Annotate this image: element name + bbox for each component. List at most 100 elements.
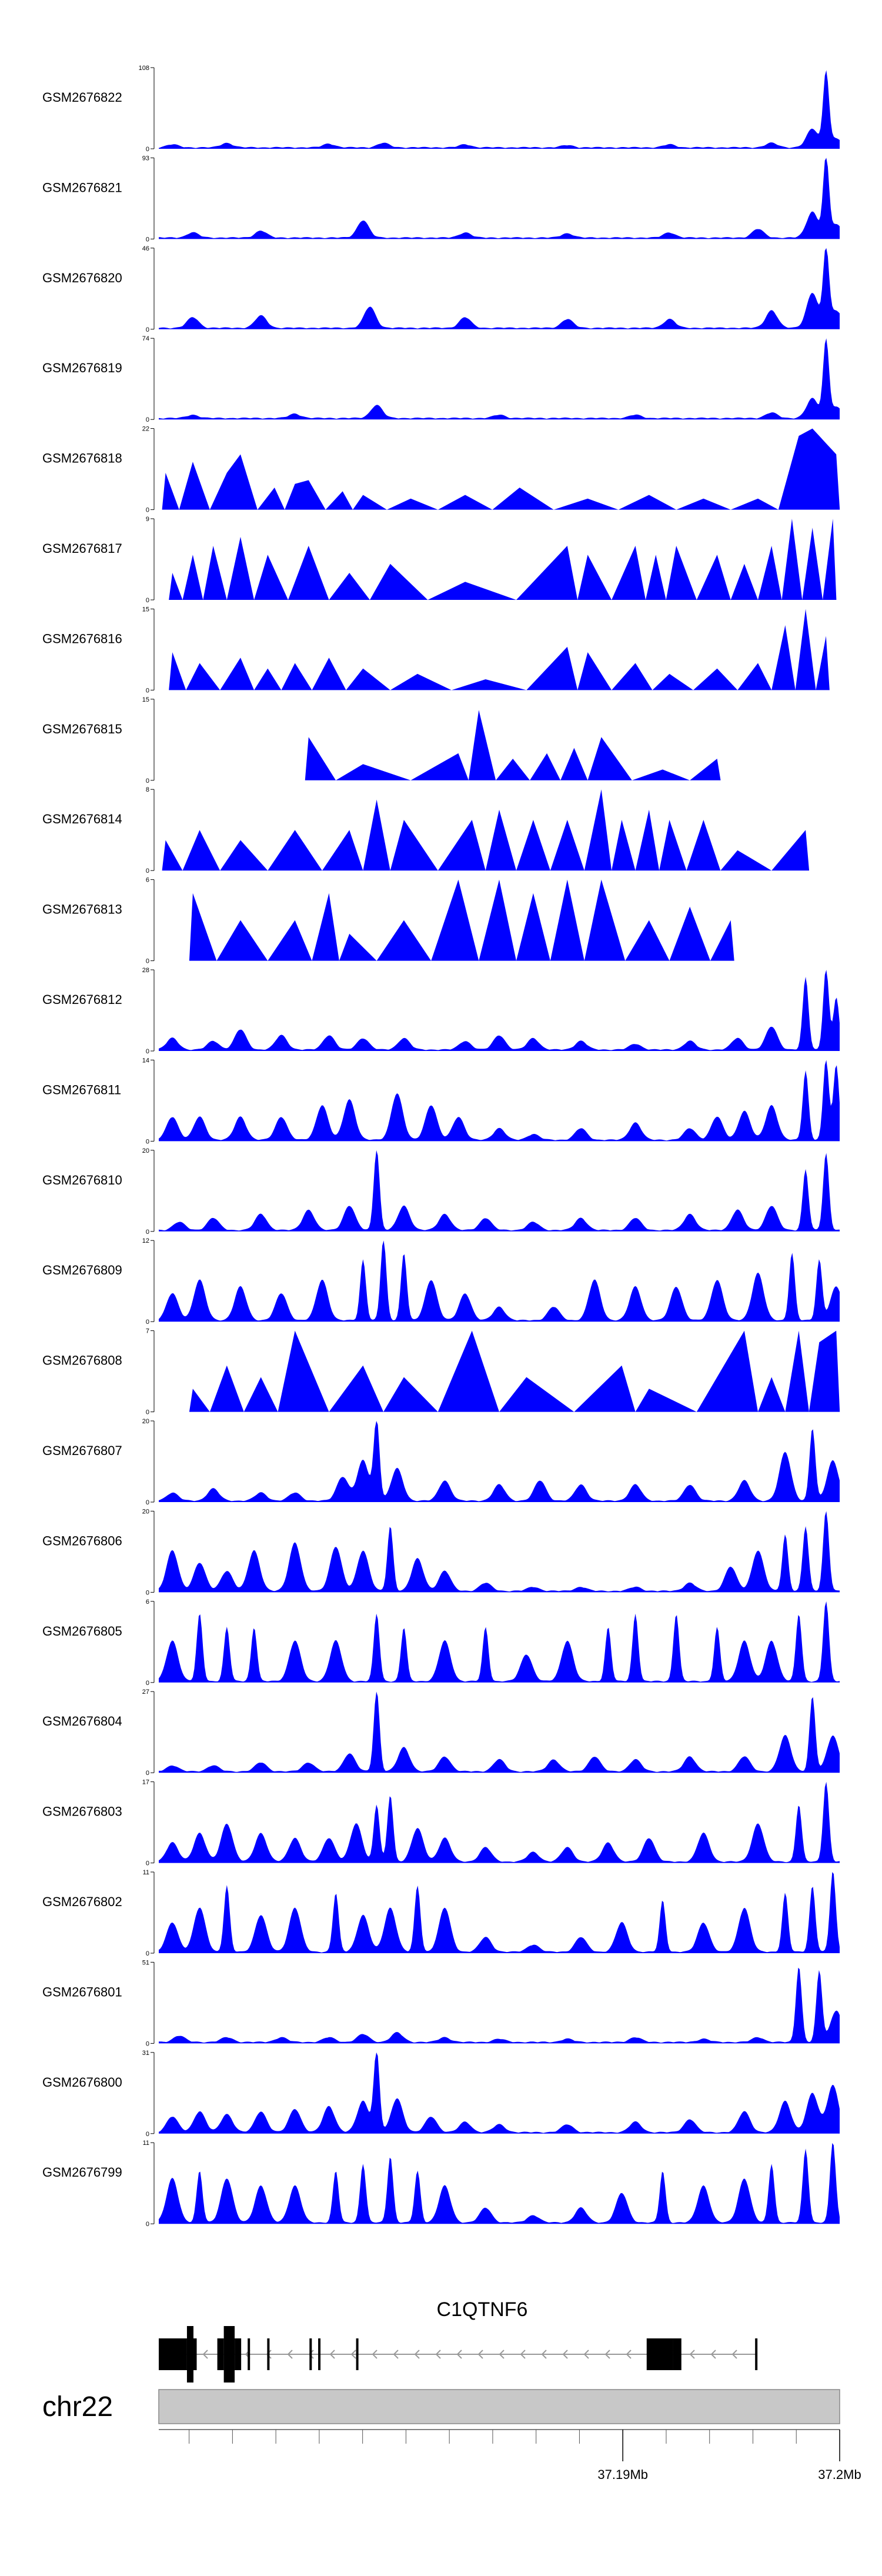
signal-area [159,1872,840,1953]
signal-area [162,789,810,871]
signal-area [159,1781,840,1863]
y-zero-label: 0 [146,958,149,965]
track-label: GSM2676816 [42,631,122,646]
track-label: GSM2676801 [42,1984,122,1999]
track-label: GSM2676821 [42,180,122,195]
gene-exon [159,2338,187,2370]
y-max-label: 9 [146,516,149,523]
y-zero-label: 0 [146,597,149,604]
genome-tick-label: 37.2Mb [818,2467,861,2482]
strand-arrow-icon [499,2350,505,2359]
track-label: GSM2676811 [42,1082,121,1097]
y-max-label: 28 [142,967,149,974]
y-max-label: 20 [142,1508,149,1515]
track-GSM2676807: GSM2676807 20 0 [42,1418,840,1506]
y-max-label: 51 [142,1959,149,1966]
track-label: GSM2676800 [42,2075,122,2090]
track-GSM2676803: GSM2676803 17 0 [42,1779,840,1867]
y-zero-label: 0 [146,867,149,875]
track-GSM2676819: GSM2676819 74 0 [42,335,840,423]
track-GSM2676808: GSM2676808 7 0 [42,1328,840,1416]
y-zero-label: 0 [146,1409,149,1416]
y-zero-label: 0 [146,1048,149,1055]
y-max-label: 14 [142,1057,149,1064]
track-GSM2676799: GSM2676799 11 0 [42,2140,840,2228]
y-zero-label: 0 [146,236,149,243]
gene-exon [223,2326,235,2383]
signal-area [159,1691,840,1773]
y-max-label: 20 [142,1418,149,1425]
track-GSM2676820: GSM2676820 46 0 [42,245,840,333]
signal-area [159,158,840,239]
strand-arrow-icon [287,2350,293,2359]
track-label: GSM2676810 [42,1173,122,1187]
strand-arrow-icon [689,2350,695,2359]
track-GSM2676814: GSM2676814 8 0 [42,786,810,875]
gene-exon [267,2338,270,2370]
gene-name-label: C1QTNF6 [437,2298,528,2321]
signal-area [162,428,840,510]
track-label: GSM2676817 [42,541,122,556]
y-zero-label: 0 [146,687,149,694]
gene-exon [186,2326,194,2383]
track-GSM2676810: GSM2676810 20 0 [42,1147,840,1236]
strand-arrow-icon [731,2350,737,2359]
y-zero-label: 0 [146,1860,149,1867]
signal-area [159,248,840,329]
y-max-label: 6 [146,1599,149,1606]
signal-area [159,1240,840,1322]
gene-exon [235,2338,242,2370]
track-label: GSM2676818 [42,451,122,466]
y-max-label: 22 [142,426,149,433]
track-label: GSM2676803 [42,1804,122,1819]
track-label: GSM2676806 [42,1533,122,1548]
track-label: GSM2676813 [42,902,122,917]
y-zero-label: 0 [146,1229,149,1236]
y-max-label: 20 [142,1147,149,1154]
signal-area [159,338,840,420]
signal-area [159,70,840,149]
signal-area [189,1330,840,1412]
signal-area [189,879,734,961]
y-zero-label: 0 [146,2040,149,2047]
strand-arrow-icon [541,2350,547,2359]
chromosome-ideogram: chr22 37.19Mb 37.2Mb [42,2389,861,2482]
track-GSM2676817: GSM2676817 9 0 [42,516,837,604]
track-GSM2676802: GSM2676802 11 0 [42,1869,840,1957]
track-label: GSM2676814 [42,812,122,826]
track-GSM2676809: GSM2676809 12 0 [42,1237,840,1326]
y-zero-label: 0 [146,1589,149,1596]
track-GSM2676816: GSM2676816 15 0 [42,606,830,694]
y-zero-label: 0 [146,1680,149,1687]
track-GSM2676806: GSM2676806 20 0 [42,1508,840,1596]
signal-area [159,2143,840,2224]
track-GSM2676815: GSM2676815 15 0 [42,696,721,785]
strand-arrow-icon [350,2350,356,2359]
y-max-label: 7 [146,1328,149,1335]
signal-area [159,1421,840,1502]
strand-arrow-icon [562,2350,568,2359]
strand-arrow-icon [414,2350,420,2359]
track-label: GSM2676799 [42,2165,122,2180]
y-zero-label: 0 [146,2131,149,2138]
track-label: GSM2676819 [42,361,122,375]
track-GSM2676800: GSM2676800 31 0 [42,2050,840,2138]
track-label: GSM2676822 [42,90,122,105]
signal-area [159,1967,840,2044]
track-label: GSM2676815 [42,722,122,736]
track-label: GSM2676807 [42,1443,122,1458]
gene-exon [318,2338,321,2370]
signal-area [169,609,830,690]
gene-exon [193,2338,197,2370]
y-zero-label: 0 [146,326,149,333]
y-zero-label: 0 [146,1950,149,1957]
signal-area [159,2052,840,2134]
y-zero-label: 0 [146,778,149,785]
track-label: GSM2676804 [42,1714,122,1729]
y-max-label: 6 [146,877,149,884]
gene-exon [309,2338,312,2370]
track-label: GSM2676812 [42,992,122,1007]
y-max-label: 108 [139,65,149,72]
signal-area [169,519,837,600]
